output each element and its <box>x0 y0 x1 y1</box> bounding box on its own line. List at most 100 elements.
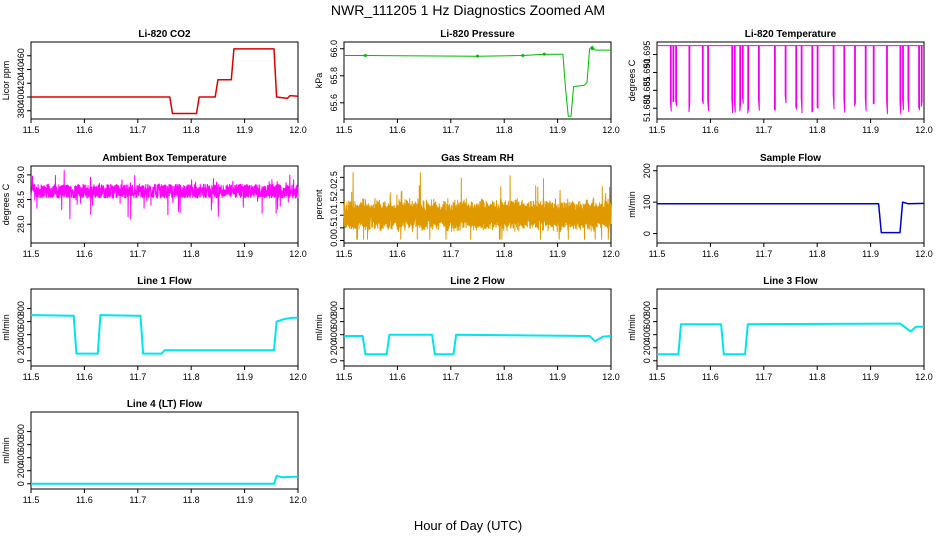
series-line-1 <box>30 314 298 355</box>
plot-frame <box>343 288 612 367</box>
y-tick-label: 0 <box>16 481 26 486</box>
x-tick-label: 11.9 <box>549 249 566 259</box>
series-point <box>476 54 479 58</box>
y-axis-label: ml/min <box>1 437 11 464</box>
x-tick-label: 11.9 <box>862 372 879 382</box>
x-tick-label: 11.9 <box>862 249 879 259</box>
x-tick-label: 11.8 <box>183 125 200 135</box>
y-tick-label: 28.0 <box>16 215 26 233</box>
series-line-1 <box>657 201 925 234</box>
x-tick-label: 11.5 <box>23 125 40 135</box>
y-tick-label: 0.0 <box>329 234 339 247</box>
y-tick-label: 51.695 <box>642 41 652 69</box>
chart-panel-4: Ambient Box Temperature degrees C 11.5 11.6… <box>1 153 307 259</box>
chart-panel-1: Li-820 CO2 Licor ppm 11.5 11.6 11.7 11.8 11.9 1… <box>1 29 307 135</box>
y-tick-label: 0 <box>16 358 26 363</box>
x-tick-label: 11.7 <box>755 125 772 135</box>
x-tick-label: 11.6 <box>389 125 406 135</box>
y-tick-label: 400 <box>16 89 26 104</box>
y-tick-label: 51.690 <box>642 59 652 87</box>
series-point <box>542 52 546 56</box>
y-tick-label: 420 <box>16 76 26 91</box>
x-tick-label: 12.0 <box>915 249 933 259</box>
y-tick-label: 600 <box>329 314 339 329</box>
x-tick-label: 11.5 <box>649 249 666 259</box>
x-tick-label: 11.6 <box>702 249 719 259</box>
y-tick-label: 600 <box>642 314 652 329</box>
panel-title: Line 2 Flow <box>450 276 505 287</box>
y-tick-label: 66.0 <box>329 40 339 58</box>
x-tick-label: 11.5 <box>336 125 353 135</box>
panel-title: Line 1 Flow <box>137 276 192 287</box>
x-tick-label: 11.6 <box>389 372 406 382</box>
series-line-1 <box>31 474 299 485</box>
x-tick-label: 11.6 <box>702 125 719 135</box>
x-tick-label: 11.5 <box>23 249 40 259</box>
y-tick-label: 1.5 <box>329 196 339 209</box>
panel-title: Li-820 CO2 <box>138 29 191 40</box>
x-tick-label: 12.0 <box>289 495 307 505</box>
x-tick-label: 11.6 <box>389 249 406 259</box>
x-tick-label: 11.7 <box>442 372 459 382</box>
y-axis-label: ml/min <box>1 314 11 341</box>
y-axis-label: Licor ppm <box>1 61 11 101</box>
series-point <box>363 54 367 58</box>
x-tick-label: 11.8 <box>496 125 513 135</box>
x-tick-label: 11.7 <box>129 495 146 505</box>
y-tick-label: 800 <box>329 301 339 316</box>
y-axis-label: percent <box>314 189 324 220</box>
y-tick-label: 400 <box>16 450 26 465</box>
y-tick-label: 65.6 <box>329 94 339 112</box>
x-tick-label: 11.6 <box>76 249 93 259</box>
y-axis-label: ml/min <box>627 191 637 218</box>
y-tick-label: 0.5 <box>329 222 339 235</box>
plot-frame <box>30 41 299 120</box>
x-tick-label: 11.8 <box>496 249 513 259</box>
x-axis-caption: Hour of Day (UTC) <box>413 518 523 533</box>
y-tick-label: 600 <box>16 314 26 329</box>
y-tick-label: 400 <box>642 327 652 342</box>
plot-frame <box>30 411 299 490</box>
y-tick-label: 29.0 <box>16 166 26 184</box>
y-tick-label: 400 <box>329 327 339 342</box>
series-line-1 <box>343 172 612 240</box>
x-tick-label: 11.8 <box>809 125 826 135</box>
y-axis-label: ml/min <box>314 314 324 341</box>
series-line-1 <box>344 45 611 117</box>
panel-title: Li-820 Temperature <box>745 29 837 40</box>
x-tick-label: 11.9 <box>236 125 253 135</box>
x-tick-label: 11.7 <box>755 372 772 382</box>
y-axis-label: degrees C <box>627 59 637 101</box>
y-tick-label: 2.0 <box>329 184 339 197</box>
x-tick-label: 11.7 <box>129 249 146 259</box>
chart-panel-7: Line 1 Flow ml/min 11.5 11.6 11.7 11.8 11.9 12.… <box>1 276 307 382</box>
plot-frame <box>656 41 925 120</box>
panel-title: Line 4 (LT) Flow <box>127 399 203 410</box>
chart-panel-8: Line 2 Flow ml/min 11.5 11.6 11.7 11.8 11.9 12.… <box>314 276 620 382</box>
y-tick-label: 200 <box>329 340 339 355</box>
x-tick-label: 11.5 <box>23 372 40 382</box>
y-tick-label: 200 <box>16 463 26 478</box>
x-tick-label: 12.0 <box>602 249 620 259</box>
y-tick-label: 200 <box>642 163 652 178</box>
x-tick-label: 11.6 <box>76 372 93 382</box>
panel-title: Ambient Box Temperature <box>102 153 227 164</box>
y-axis-label: ml/min <box>627 314 637 341</box>
x-tick-label: 11.7 <box>755 249 772 259</box>
x-tick-label: 11.9 <box>862 125 879 135</box>
x-tick-label: 11.9 <box>236 372 253 382</box>
plot-frame <box>656 288 925 367</box>
x-tick-label: 11.8 <box>809 249 826 259</box>
page-title: NWR_111205 1 Hz Diagnostics Zoomed AM <box>330 2 606 18</box>
x-tick-label: 12.0 <box>602 125 620 135</box>
x-tick-label: 12.0 <box>602 372 620 382</box>
y-tick-label: 460 <box>16 48 26 63</box>
x-tick-label: 11.5 <box>649 372 666 382</box>
y-tick-label: 2.5 <box>329 171 339 184</box>
plot-frame <box>343 41 612 120</box>
y-tick-label: 1.0 <box>329 209 339 222</box>
y-tick-label: 0 <box>642 231 652 236</box>
y-tick-label: 65.8 <box>329 67 339 85</box>
x-tick-label: 11.9 <box>549 372 566 382</box>
y-tick-label: 0 <box>642 358 652 363</box>
